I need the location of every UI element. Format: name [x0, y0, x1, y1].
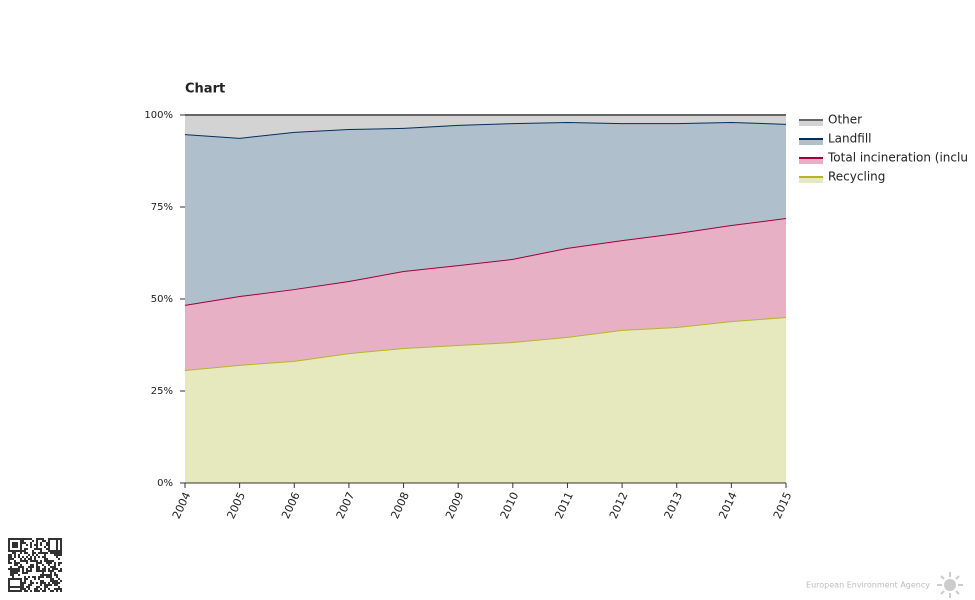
x-tick-label: 2006 [279, 490, 303, 521]
area [185, 218, 786, 371]
legend-swatch [799, 139, 823, 145]
chart-title: Chart [185, 82, 225, 97]
x-tick-label: 2005 [224, 490, 248, 521]
legend-label: Recycling [828, 170, 885, 184]
legend-label: Total incineration (inclu [827, 151, 968, 165]
x-tick-label: 2015 [771, 490, 795, 521]
area [185, 115, 786, 138]
legend-swatch [799, 177, 823, 183]
legend-swatch [799, 158, 823, 164]
qr-code [8, 538, 62, 592]
y-tick-label: 75% [151, 202, 173, 213]
x-tick-label: 2012 [607, 490, 631, 521]
legend-label: Landfill [828, 132, 872, 146]
x-tick-label: 2010 [498, 490, 522, 521]
x-tick-label: 2014 [716, 490, 740, 521]
x-tick-label: 2009 [443, 490, 467, 521]
y-tick-label: 0% [157, 478, 173, 489]
legend-label: Other [828, 113, 862, 127]
area [185, 121, 786, 305]
y-tick-label: 25% [151, 386, 173, 397]
x-tick-label: 2013 [662, 490, 686, 521]
x-tick-label: 2004 [170, 490, 194, 521]
legend: Other Landfill Total incineration (inclu Re… [799, 113, 968, 184]
x-tick-label: 2008 [388, 490, 412, 521]
footer: European Environment Agency [806, 581, 930, 590]
x-tick-label: 2007 [334, 490, 358, 521]
y-tick-label: 100% [144, 110, 173, 121]
area [185, 317, 786, 483]
logo [937, 572, 963, 598]
legend-swatch [799, 120, 823, 126]
y-tick-label: 50% [151, 294, 173, 305]
x-tick-label: 2011 [552, 490, 576, 521]
